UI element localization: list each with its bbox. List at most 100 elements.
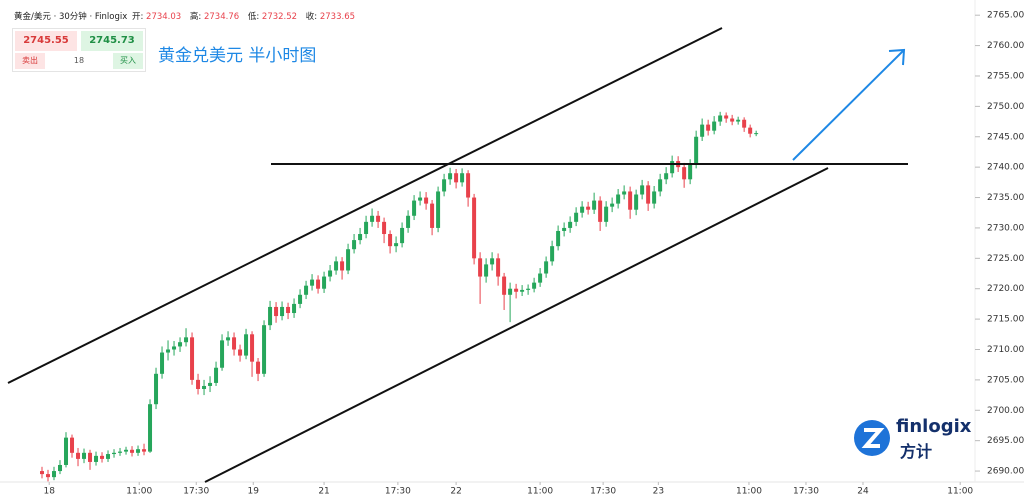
candle-body xyxy=(616,194,621,204)
x-tick-label: 11:00 xyxy=(126,487,152,497)
candle-body xyxy=(130,449,135,453)
candle-body xyxy=(46,474,51,478)
y-tick-label: 2760.00 xyxy=(987,41,1024,51)
candle-body xyxy=(748,127,753,134)
candle-body xyxy=(376,215,381,222)
volume[interactable]: 18 xyxy=(73,56,85,65)
candle-body xyxy=(382,221,387,235)
candle-body xyxy=(424,197,429,204)
candle-body xyxy=(394,243,399,247)
candle-body xyxy=(610,203,615,207)
candle-body xyxy=(622,191,627,195)
buy-button[interactable]: 买入 xyxy=(113,53,143,69)
y-tick-label: 2745.00 xyxy=(987,132,1024,142)
candle-body xyxy=(742,119,747,128)
y-tick-label: 2705.00 xyxy=(987,375,1024,385)
candle-body xyxy=(526,288,531,290)
candle-body xyxy=(418,197,423,201)
candle-body xyxy=(562,227,567,231)
x-tick-label: 17:30 xyxy=(793,487,819,497)
candle-body xyxy=(244,334,249,356)
candle-body xyxy=(580,206,585,213)
symbol: 黄金/美元 · 30分钟 · Finlogix xyxy=(14,12,128,22)
candle-body xyxy=(484,264,489,277)
candle-body xyxy=(76,452,81,459)
candle-body xyxy=(328,270,333,277)
candle-body xyxy=(298,294,303,304)
candle-body xyxy=(712,121,717,131)
x-tick-label: 11:00 xyxy=(947,487,973,497)
candle-body xyxy=(208,382,213,386)
candle-body xyxy=(640,185,645,195)
candle-body xyxy=(124,449,129,452)
candle-body xyxy=(532,282,537,289)
candle-body xyxy=(70,437,75,453)
logo: finlogix 方计 xyxy=(852,416,982,462)
candle-body xyxy=(112,452,117,455)
candle-body xyxy=(700,124,705,137)
ohlc-value: 2732.52 xyxy=(261,12,298,22)
candle-body xyxy=(730,118,735,122)
x-tick-label: 17:30 xyxy=(590,487,616,497)
candle-body xyxy=(652,191,657,204)
candle-body xyxy=(736,119,741,122)
candle-body xyxy=(412,200,417,216)
drawings xyxy=(7,27,908,483)
candle-body xyxy=(52,471,57,478)
buy-price[interactable]: 2745.73 xyxy=(81,31,143,51)
candle-body xyxy=(460,173,465,183)
x-tick-label: 24 xyxy=(857,487,869,497)
candle-body xyxy=(340,261,345,271)
candle-body xyxy=(538,273,543,283)
candle-body xyxy=(358,234,363,241)
y-tick-label: 2735.00 xyxy=(987,193,1024,203)
candle-body xyxy=(154,373,159,405)
candle-body xyxy=(64,437,69,465)
candle-body xyxy=(322,276,327,289)
candle-body xyxy=(472,197,477,259)
candle-body xyxy=(172,346,177,350)
candle-body xyxy=(466,173,471,198)
candle-body xyxy=(226,337,231,341)
y-tick-label: 2695.00 xyxy=(987,436,1024,446)
candle-body xyxy=(310,279,315,286)
candle-body xyxy=(706,124,711,131)
x-tick-label: 22 xyxy=(450,487,461,497)
y-tick-label: 2725.00 xyxy=(987,254,1024,264)
candle-body xyxy=(106,454,111,459)
channel-lower xyxy=(204,167,829,483)
candle-body xyxy=(160,352,165,374)
candle-body xyxy=(58,464,63,472)
chart-title: 黄金兑美元 半小时图 xyxy=(158,46,317,66)
sell-button[interactable]: 卖出 xyxy=(15,53,45,69)
candle-body xyxy=(502,276,507,295)
candle-body xyxy=(364,221,369,235)
candle-body xyxy=(478,258,483,277)
candle-body xyxy=(694,136,699,165)
candle-body xyxy=(274,306,279,317)
y-tick-label: 2730.00 xyxy=(987,223,1024,233)
candle-body xyxy=(100,455,105,459)
sell-price[interactable]: 2745.55 xyxy=(15,31,77,51)
channel-upper xyxy=(7,27,723,384)
ohlc-value: 2734.76 xyxy=(203,12,240,22)
ohlc-label: 收: xyxy=(305,12,318,22)
candle-body xyxy=(490,258,495,265)
ohlc-label: 开: xyxy=(131,12,144,22)
candle-body xyxy=(664,173,669,180)
y-tick-label: 2720.00 xyxy=(987,284,1024,294)
candle-body xyxy=(268,306,273,326)
candle-body xyxy=(250,334,255,362)
quote-box: 2745.55 2745.73 卖出 18 买入 xyxy=(12,28,146,72)
candle-body xyxy=(400,227,405,244)
candle-body xyxy=(574,212,579,222)
candle-body xyxy=(142,449,147,452)
candle-body xyxy=(448,173,453,180)
y-tick-label: 2765.00 xyxy=(987,11,1024,21)
candle-body xyxy=(346,249,351,271)
x-tick-label: 11:00 xyxy=(736,487,762,497)
candle-body xyxy=(634,194,639,210)
ohlc-label: 低: xyxy=(247,12,260,22)
candle-body xyxy=(556,230,561,247)
